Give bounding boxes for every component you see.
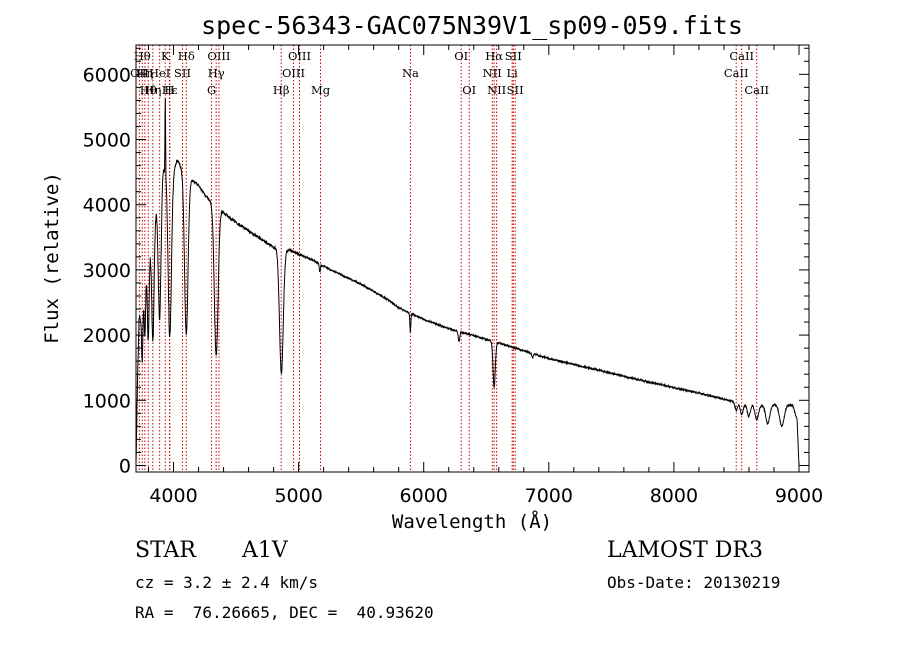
line-marker-label: OII [130,66,149,80]
y-tick-label: 2000 [83,325,131,347]
line-marker-label: OI [454,49,468,63]
line-markers [138,45,758,472]
x-tick-label: 7000 [525,485,573,507]
line-marker-label: Hβ [273,83,290,97]
x-tick-label: 5000 [274,485,322,507]
y-tick-label: 5000 [83,130,131,152]
line-marker-label: HeI [149,66,170,80]
y-tick-label: 6000 [83,64,131,86]
line-marker-label: SII [174,66,191,80]
line-marker-label: Hη [136,66,153,80]
line-marker-label: Hθ [134,49,151,63]
obs-date: Obs-Date: 20130219 [607,573,781,592]
y-axis-label: Flux (relative) [41,172,63,344]
coordinates: RA = 76.26665, DEC = 40.93620 [135,603,434,622]
line-marker-label: Mg [311,83,331,97]
axis-tick-labels: 4000 5000 6000 7000 8000 9000 0 1000 2000 3000 400… [83,64,824,507]
line-marker-label: OIII [282,66,305,80]
line-marker-label: OIII [288,49,311,63]
line-marker-label: Hη [144,83,161,97]
line-marker-label: CaII [729,49,754,63]
line-marker-label: Li [506,66,518,80]
y-tick-label: 1000 [83,390,131,412]
x-tick-label: 4000 [149,485,197,507]
y-tick-label: 3000 [83,260,131,282]
line-marker-labels: OIIHθHηHθHηHeIKHHεSIIHδGHγOIIIHβOIIIOIII… [130,49,769,97]
line-marker-label: NII [487,83,506,97]
line-marker-label: OIII [207,49,230,63]
line-marker-label: Hγ [208,66,225,80]
line-marker-label: Hθ [140,83,157,97]
x-tick-label: 6000 [400,485,448,507]
line-marker-label: CaII [724,66,749,80]
line-marker-label: Hα [485,49,503,63]
line-marker-label: SII [505,49,522,63]
plot-frame [135,44,810,473]
line-marker-label: SII [507,83,524,97]
redshift-readout: cz = 3.2 ± 2.4 km/s [135,573,319,592]
object-class: STAR [135,538,196,563]
spectrum-line [135,98,800,466]
line-marker-label: G [207,83,216,97]
line-marker-label: Hδ [178,49,195,63]
line-marker-label: K [161,49,170,63]
line-marker-label: CaII [744,83,769,97]
axis-ticks [136,45,809,472]
x-tick-label: 8000 [650,485,698,507]
line-marker-label: H [165,83,175,97]
chart-title: spec-56343-GAC075N39V1_sp09-059.fits [201,11,743,40]
line-marker-label: NII [483,66,502,80]
x-axis-label: Wavelength (Å) [392,510,552,533]
line-marker-label: OI [462,83,476,97]
line-marker-label: Hε [162,83,178,97]
object-subclass: A1V [242,538,288,563]
y-tick-label: 0 [119,455,131,477]
survey-name: LAMOST DR3 [607,538,763,563]
y-tick-label: 4000 [83,195,131,217]
line-marker-label: Na [402,66,419,80]
x-tick-label: 9000 [775,485,823,507]
